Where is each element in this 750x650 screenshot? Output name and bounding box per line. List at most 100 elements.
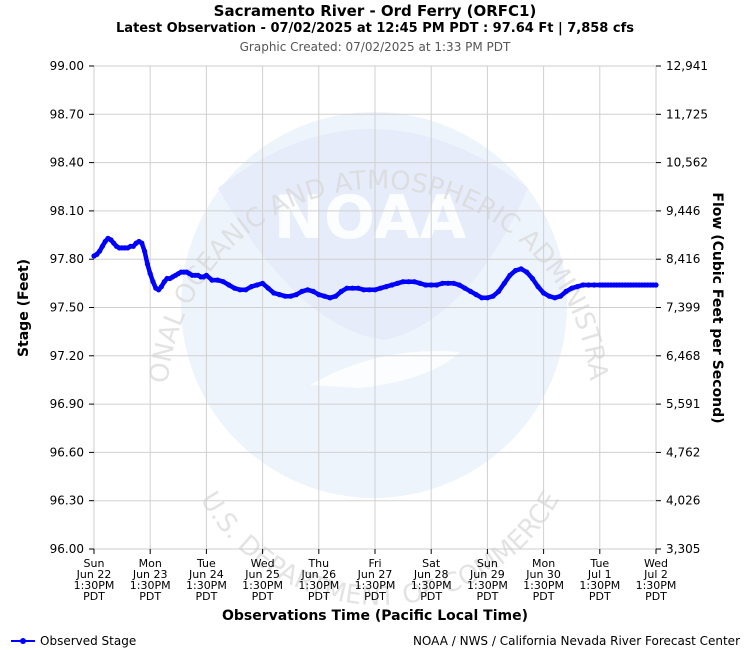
x-tick-label: Sun: [84, 557, 105, 570]
y-tick-label: 98.40: [50, 156, 84, 170]
x-tick-label: Wed: [644, 557, 668, 570]
y-axis-right-ticks: 3,305 4,026 4,762 5,591 6,468 7,399 8,416 9,446…: [656, 59, 708, 556]
x-tick-label: Jul 2: [643, 568, 668, 581]
observed-stage-point: [423, 282, 429, 288]
observed-stage-point: [99, 243, 105, 249]
observed-stage-point: [428, 282, 434, 288]
x-tick-label: PDT: [308, 590, 330, 603]
x-tick-label: Thu: [307, 557, 329, 570]
x-tick-label: Jun 29: [469, 568, 505, 581]
x-tick-label: PDT: [420, 590, 442, 603]
y-right-tick-label: 8,416: [666, 252, 700, 266]
y-right-tick-label: 9,446: [666, 204, 700, 218]
x-tick-label: Jul 1: [587, 568, 612, 581]
observed-stage-point: [220, 279, 226, 285]
observed-stage-point: [288, 293, 294, 299]
y-right-tick-label: 5,591: [666, 397, 700, 411]
x-tick-label: PDT: [252, 590, 274, 603]
observed-stage-point: [451, 280, 457, 286]
series-layer: [91, 235, 659, 301]
y-right-tick-label: 10,562: [666, 156, 708, 170]
x-tick-label: 1:30PM: [186, 579, 227, 592]
x-tick-label: Mon: [139, 557, 162, 570]
observed-stage-point: [366, 287, 372, 293]
chart-subtitle: Latest Observation - 07/02/2025 at 12:45…: [116, 21, 634, 36]
x-tick-label: PDT: [364, 590, 386, 603]
observed-stage-point: [142, 248, 148, 254]
y-right-tick-label: 12,941: [666, 59, 708, 73]
observed-stage-point: [541, 290, 547, 296]
y-tick-label: 96.00: [50, 542, 84, 556]
x-tick-label: Tue: [589, 557, 609, 570]
observed-stage-point: [456, 282, 462, 288]
observed-stage-point: [507, 272, 513, 278]
x-tick-label: 1:30PM: [579, 579, 620, 592]
x-tick-label: Sat: [422, 557, 441, 570]
x-tick-label: Jun 25: [244, 568, 280, 581]
x-tick-label: 1:30PM: [74, 579, 115, 592]
x-tick-label: 1:30PM: [467, 579, 508, 592]
observed-stage-point: [484, 295, 490, 301]
observed-stage-point: [473, 292, 479, 298]
y-tick-label: 97.80: [50, 252, 84, 266]
observed-stage-point: [496, 288, 502, 294]
x-tick-label: Jun 24: [188, 568, 224, 581]
observed-stage-point: [574, 284, 580, 290]
x-tick-label: Sun: [477, 557, 498, 570]
observed-stage-point: [321, 293, 327, 299]
x-tick-label: Wed: [251, 557, 275, 570]
observed-stage-point: [209, 277, 215, 283]
observed-stage-point: [355, 285, 361, 291]
observed-stage-point: [231, 285, 238, 291]
observed-stage-point: [479, 295, 485, 301]
observed-stage-point: [215, 277, 221, 283]
x-tick-label: Fri: [368, 557, 381, 570]
y-axis-right-label: Flow (Cubic Feet per Second): [709, 192, 725, 423]
y-right-tick-label: 3,305: [666, 542, 700, 556]
x-tick-label: 1:30PM: [523, 579, 564, 592]
y-right-tick-label: 7,399: [666, 301, 700, 315]
observed-stage-point: [147, 271, 153, 277]
observed-stage-point: [271, 290, 277, 296]
observed-stage-point: [338, 288, 344, 294]
observed-stage-point: [535, 284, 541, 290]
observed-stage-point: [389, 282, 395, 288]
observed-stage-point: [158, 284, 164, 290]
y-tick-label: 97.20: [50, 349, 84, 363]
observed-stage-point: [394, 280, 401, 286]
observed-stage-point: [383, 284, 389, 290]
observed-stage-point: [97, 248, 103, 254]
x-tick-label: PDT: [139, 590, 161, 603]
observed-stage-point: [501, 280, 507, 286]
observed-stage-point: [361, 287, 367, 293]
x-tick-label: 1:30PM: [411, 579, 452, 592]
chart-title: Sacramento River - Ord Ferry (ORFC1): [213, 2, 537, 20]
observed-stage-point: [372, 287, 378, 293]
x-tick-label: Jun 28: [413, 568, 449, 581]
observed-stage-point: [557, 293, 564, 299]
watermark-logo-text: NOAA: [274, 183, 467, 253]
x-tick-label: Tue: [196, 557, 216, 570]
observed-stage-point: [591, 282, 597, 288]
x-tick-label: Jun 26: [300, 568, 336, 581]
observed-stage-point: [580, 282, 586, 288]
x-tick-label: PDT: [589, 590, 611, 603]
observed-stage-point: [305, 287, 311, 293]
observed-stage-point: [417, 280, 423, 286]
observed-stage-point: [467, 288, 474, 294]
observed-stage-point: [282, 293, 288, 299]
observed-stage-point: [243, 287, 249, 293]
observed-stage-point: [276, 292, 283, 298]
observed-stage-point: [316, 292, 322, 298]
x-tick-label: Mon: [532, 557, 555, 570]
observed-stage-point: [434, 282, 440, 288]
observed-stage-point: [490, 293, 496, 299]
y-tick-label: 96.90: [50, 397, 84, 411]
observed-stage-point: [203, 272, 209, 278]
observed-stage-point: [265, 285, 271, 291]
x-tick-label: PDT: [195, 590, 217, 603]
x-tick-label: Jun 22: [76, 568, 112, 581]
observed-stage-point: [139, 240, 145, 246]
x-tick-label: PDT: [83, 590, 105, 603]
